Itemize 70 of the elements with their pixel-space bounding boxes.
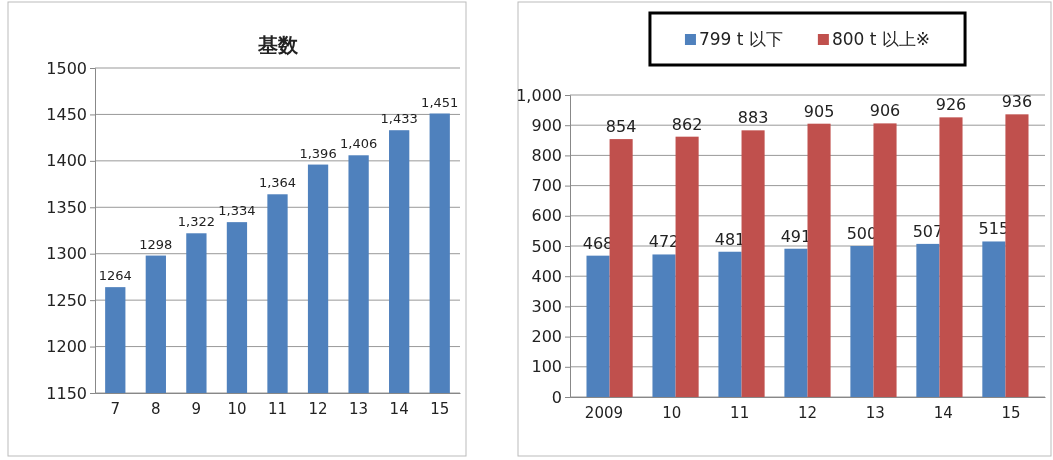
data-label: 883 (737, 108, 769, 128)
data-label: 1,396 (299, 145, 337, 161)
y-tick-label: 100 (531, 357, 562, 377)
y-tick-label: 1250 (46, 290, 87, 310)
bar (652, 254, 676, 397)
legend-label: 799 t 以下 (698, 29, 783, 49)
y-tick-label: 300 (531, 297, 562, 317)
bar (609, 139, 633, 397)
y-tick-label: 1200 (46, 337, 87, 357)
y-tick-label: 800 (531, 146, 562, 166)
bar (675, 136, 699, 397)
y-tick-label: 1450 (46, 105, 87, 125)
data-label: 926 (935, 95, 967, 115)
data-label: 1,451 (421, 94, 459, 110)
bar (873, 123, 897, 397)
x-tick-label: 14 (389, 399, 409, 418)
data-label: 1,433 (380, 111, 418, 127)
data-label: 906 (869, 101, 901, 121)
y-tick-label: 1500 (46, 58, 87, 78)
y-tick-label: 500 (531, 236, 562, 256)
x-tick-label: 7 (110, 399, 121, 418)
x-tick-label: 2009 (584, 403, 624, 422)
x-tick-label: 13 (865, 403, 885, 422)
bar (718, 251, 742, 397)
y-tick-label: 0 (551, 387, 562, 407)
x-tick-label: 11 (730, 403, 750, 422)
x-tick-label: 13 (349, 399, 369, 418)
y-tick-label: 600 (531, 206, 562, 226)
y-tick-label: 1300 (46, 244, 87, 264)
y-tick-label: 400 (531, 266, 562, 286)
data-label: 1298 (139, 236, 173, 252)
data-label: 491 (780, 226, 812, 246)
y-tick-label: 1400 (46, 151, 87, 171)
x-tick-label: 9 (191, 399, 202, 418)
bar (586, 255, 610, 397)
data-label: 1,364 (258, 175, 297, 191)
data-label: 1264 (98, 268, 132, 284)
data-label: 854 (605, 117, 637, 137)
x-tick-label: 12 (308, 399, 328, 418)
data-label: 1,334 (218, 203, 256, 219)
y-tick-label: 200 (531, 327, 562, 347)
bar (982, 241, 1006, 397)
y-tick-label: 1150 (46, 383, 87, 403)
x-tick-label: 8 (151, 399, 161, 418)
y-tick-label: 1,000 (516, 85, 562, 105)
chart-title: 基数 (256, 33, 299, 57)
data-label: 1,406 (340, 136, 378, 152)
x-tick-label: 14 (933, 403, 953, 422)
bar (939, 117, 963, 397)
legend-label: 800 t 以上※ (831, 29, 931, 49)
bar (1005, 114, 1029, 397)
data-label: 905 (803, 101, 835, 121)
data-label: 481 (714, 229, 746, 249)
x-tick-label: 15 (1001, 403, 1021, 422)
x-tick-label: 15 (430, 399, 450, 418)
bar (916, 243, 940, 397)
bar (807, 123, 831, 397)
bar (784, 248, 808, 397)
x-tick-label: 12 (797, 403, 818, 422)
bar (741, 130, 765, 397)
y-tick-label: 900 (531, 115, 562, 135)
y-tick-label: 700 (531, 176, 562, 196)
data-label: 862 (671, 114, 703, 134)
x-tick-label: 11 (267, 399, 288, 418)
data-label: 1,322 (177, 214, 215, 230)
y-tick-label: 1350 (46, 197, 87, 217)
bar (850, 246, 874, 397)
data-label: 936 (1001, 92, 1033, 112)
x-tick-label: 10 (662, 403, 682, 422)
x-tick-label: 10 (227, 399, 247, 418)
